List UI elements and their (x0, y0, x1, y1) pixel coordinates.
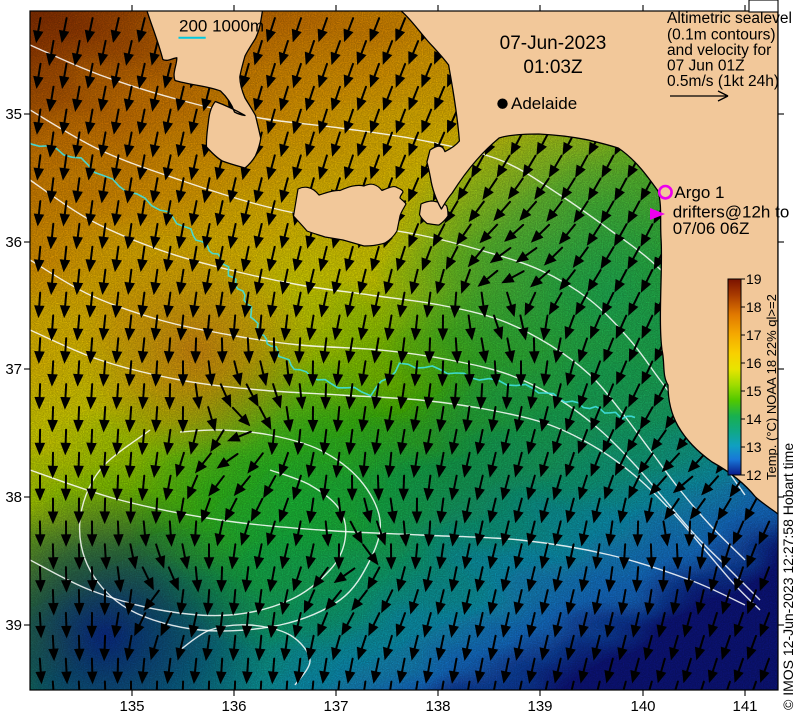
svg-text:07-Jun-2023: 07-Jun-2023 (500, 33, 607, 54)
svg-text:(0.1m contours): (0.1m contours) (667, 27, 776, 44)
svg-text:and velocity for: and velocity for (667, 42, 771, 59)
svg-text:Temp. (°C) NOAA 18 22% ql>=2: Temp. (°C) NOAA 18 22% ql>=2 (764, 294, 779, 480)
svg-text:07/06 06Z: 07/06 06Z (673, 219, 750, 238)
svg-text:© IMOS 12-Jun-2023 12:27:58 Ho: © IMOS 12-Jun-2023 12:27:58 Hobart time (780, 443, 796, 710)
svg-text:Adelaide: Adelaide (511, 94, 577, 113)
svg-text:135: 135 (119, 698, 144, 715)
svg-text:38: 38 (5, 489, 22, 506)
svg-text:35: 35 (5, 106, 22, 123)
svg-text:01:03Z: 01:03Z (523, 57, 583, 78)
svg-text:07 Jun 01Z: 07 Jun 01Z (667, 58, 745, 75)
svg-text:18: 18 (746, 299, 762, 315)
svg-text:Argo 1: Argo 1 (674, 183, 724, 202)
svg-text:Altimetric sealevel: Altimetric sealevel (667, 10, 792, 27)
svg-text:37: 37 (5, 361, 22, 378)
svg-text:12: 12 (746, 467, 762, 483)
svg-text:39: 39 (5, 617, 22, 634)
svg-text:136: 136 (221, 698, 246, 715)
svg-text:139: 139 (527, 698, 552, 715)
svg-text:0.5m/s (1kt 24h): 0.5m/s (1kt 24h) (667, 73, 779, 90)
svg-text:14: 14 (746, 411, 762, 427)
svg-text:141: 141 (732, 698, 757, 715)
svg-text:13: 13 (746, 439, 762, 455)
svg-text:140: 140 (630, 698, 655, 715)
svg-text:17: 17 (746, 327, 762, 343)
svg-text:16: 16 (746, 355, 762, 371)
svg-text:19: 19 (746, 271, 762, 287)
svg-text:138: 138 (425, 698, 450, 715)
svg-text:36: 36 (5, 234, 22, 251)
svg-text:200 1000m: 200 1000m (179, 17, 264, 36)
svg-text:15: 15 (746, 383, 762, 399)
svg-text:137: 137 (323, 698, 348, 715)
